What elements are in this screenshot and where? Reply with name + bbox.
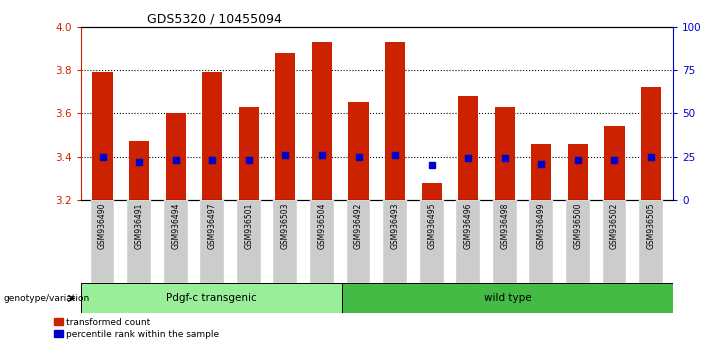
Bar <box>164 200 188 283</box>
Bar <box>604 126 625 200</box>
Bar <box>342 283 673 313</box>
Point <box>426 162 437 168</box>
Point <box>463 155 474 161</box>
Text: GSM936501: GSM936501 <box>245 202 253 249</box>
Bar <box>639 200 663 283</box>
Text: GSM936490: GSM936490 <box>98 202 107 249</box>
Bar <box>93 72 113 200</box>
Bar <box>385 42 405 200</box>
Text: GSM936500: GSM936500 <box>573 202 583 249</box>
Bar <box>421 183 442 200</box>
Point <box>207 157 218 163</box>
Text: GSM936492: GSM936492 <box>354 202 363 249</box>
Bar <box>348 102 369 200</box>
Point <box>390 152 401 158</box>
Point <box>316 152 327 158</box>
Text: GSM936493: GSM936493 <box>390 202 400 249</box>
Bar <box>531 144 552 200</box>
Bar <box>165 113 186 200</box>
Bar <box>420 200 444 283</box>
Bar <box>200 200 224 283</box>
Bar <box>90 200 114 283</box>
Point <box>97 154 108 159</box>
Bar <box>129 142 149 200</box>
Bar <box>495 107 515 200</box>
Bar <box>81 283 342 313</box>
Text: GSM936494: GSM936494 <box>171 202 180 249</box>
Bar <box>239 107 259 200</box>
Text: GSM936495: GSM936495 <box>427 202 436 249</box>
Bar <box>383 200 407 283</box>
Text: GSM936498: GSM936498 <box>501 202 509 249</box>
Text: GDS5320 / 10455094: GDS5320 / 10455094 <box>147 12 282 25</box>
Point <box>646 154 657 159</box>
Point <box>170 157 182 163</box>
Bar <box>456 200 480 283</box>
Point <box>572 157 583 163</box>
Text: GSM936505: GSM936505 <box>646 202 655 249</box>
Point <box>353 154 364 159</box>
Bar <box>493 200 517 283</box>
Point <box>243 157 254 163</box>
Bar <box>128 200 151 283</box>
Bar <box>310 200 334 283</box>
Text: GSM936496: GSM936496 <box>463 202 472 249</box>
Point <box>499 155 510 161</box>
Bar <box>641 87 661 200</box>
Bar <box>312 42 332 200</box>
Bar <box>275 52 295 200</box>
Legend: transformed count, percentile rank within the sample: transformed count, percentile rank withi… <box>53 318 219 338</box>
Bar <box>458 96 478 200</box>
Text: GSM936499: GSM936499 <box>537 202 546 249</box>
Bar <box>237 200 261 283</box>
Text: GSM936502: GSM936502 <box>610 202 619 249</box>
Bar <box>202 72 222 200</box>
Point <box>609 157 620 163</box>
Point <box>536 161 547 166</box>
Text: GSM936504: GSM936504 <box>318 202 327 249</box>
Bar <box>566 200 590 283</box>
Text: Pdgf-c transgenic: Pdgf-c transgenic <box>166 293 257 303</box>
Text: GSM936503: GSM936503 <box>281 202 290 249</box>
Point <box>133 159 144 165</box>
Text: GSM936491: GSM936491 <box>135 202 144 249</box>
Bar <box>603 200 626 283</box>
Text: GSM936497: GSM936497 <box>207 202 217 249</box>
Bar <box>568 144 588 200</box>
Text: genotype/variation: genotype/variation <box>4 293 90 303</box>
Bar <box>346 200 370 283</box>
Bar <box>273 200 297 283</box>
Text: wild type: wild type <box>484 293 531 303</box>
Bar <box>529 200 553 283</box>
Point <box>280 152 291 158</box>
